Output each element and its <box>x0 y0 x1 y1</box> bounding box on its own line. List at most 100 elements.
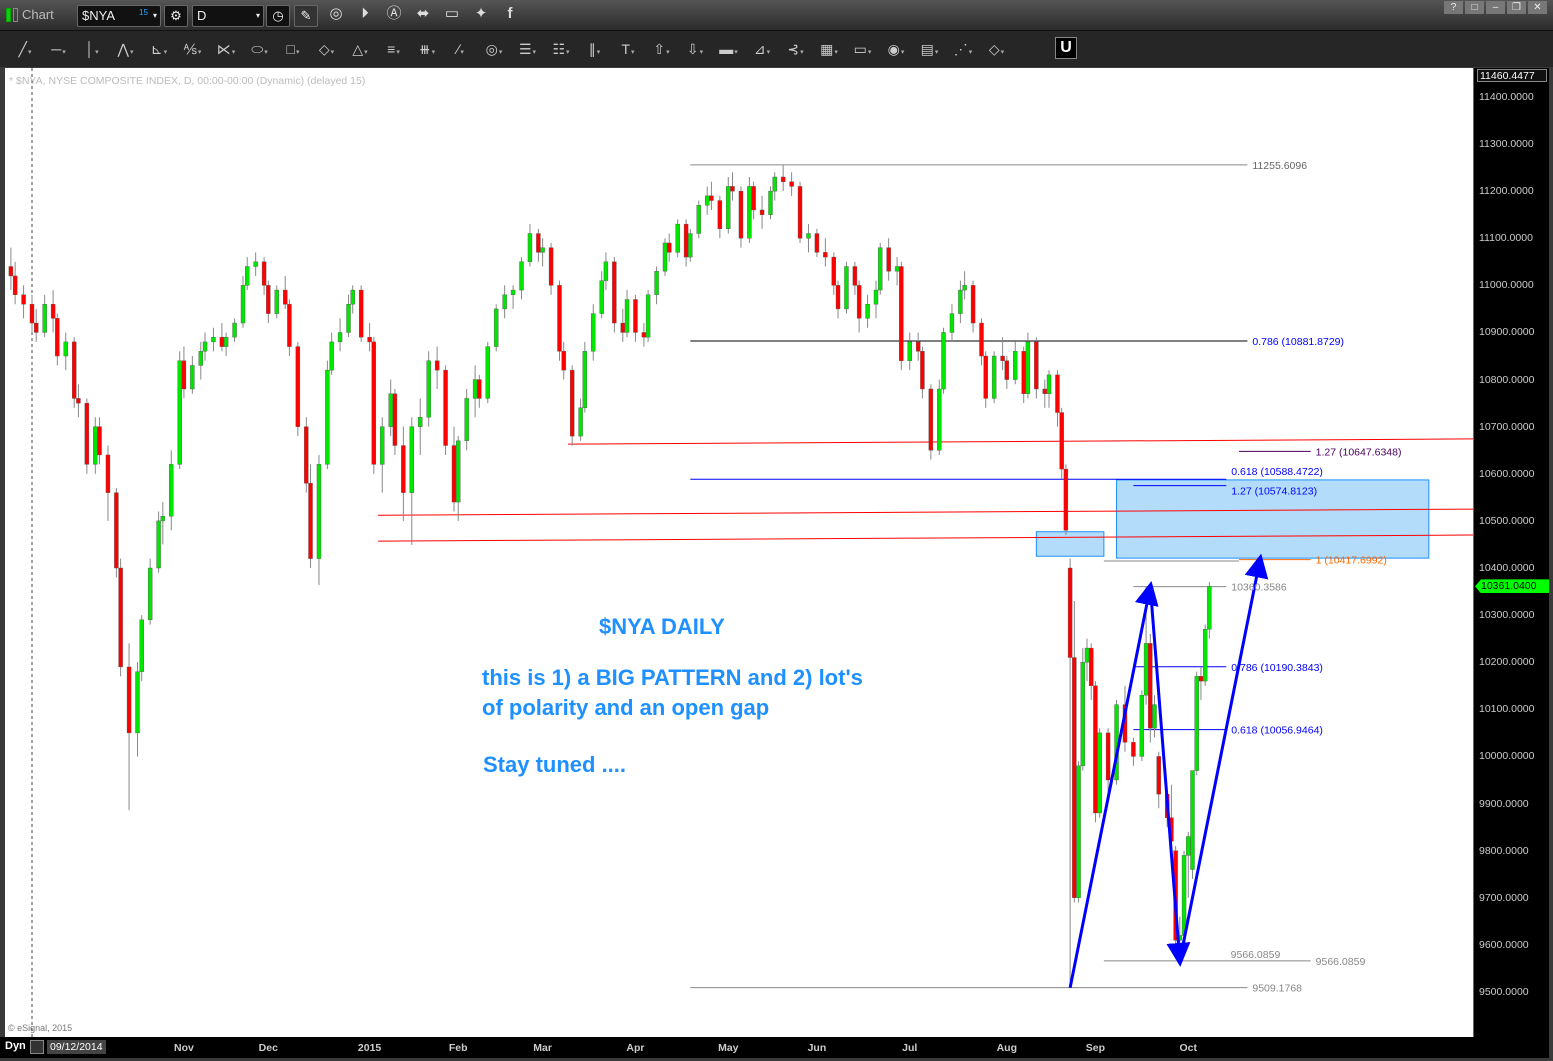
interval-select[interactable]: D ▾ <box>192 5 264 27</box>
chart-header: * $NYA, NYSE COMPOSITE INDEX, D, 00:00-0… <box>9 75 366 87</box>
delay-badge: 15 <box>139 8 148 17</box>
drawing-tool-icon[interactable]: ╱ <box>10 38 40 64</box>
price-chart[interactable]: 11255.6096 0.786 (10881.8729) 0.618 (10588… <box>5 68 1473 1037</box>
candle <box>367 323 372 352</box>
candle-body <box>274 289 279 314</box>
link-icon[interactable]: ◎ <box>329 5 343 22</box>
drawing-tool-icon[interactable]: ─ <box>44 38 74 64</box>
candle-body <box>1093 685 1098 814</box>
drawing-tool-icon[interactable]: ⇧ <box>647 38 677 64</box>
candle-body <box>283 289 288 305</box>
drawing-tool-icon[interactable]: ⬭ <box>245 38 275 64</box>
drawing-tool-icon[interactable]: ⧻ <box>412 38 442 64</box>
x-tick-label: Apr <box>626 1042 645 1054</box>
candle <box>274 285 279 319</box>
drawing-tool-icon[interactable]: ☷ <box>546 38 576 64</box>
candle <box>55 313 60 366</box>
candle <box>920 346 925 399</box>
clock-icon[interactable]: ◷ <box>266 5 290 27</box>
price-axis[interactable]: 11460.4477 10361.0400 9500.0000 9600.0000… <box>1473 68 1549 1058</box>
drawing-tool-icon[interactable]: ∥ <box>580 38 610 64</box>
dynamic-mode-label[interactable]: Dyn <box>5 1040 26 1052</box>
candle-body <box>139 619 144 672</box>
drawing-tool-icon[interactable]: ◇ <box>982 38 1012 64</box>
drawing-tool-icon[interactable]: ⋉ <box>211 38 241 64</box>
time-axis[interactable]: Dyn 09/12/2014 Nov Dec 2015 Feb Mar Apr May Jun… <box>0 1037 1549 1058</box>
candle <box>147 558 153 625</box>
lock-icon[interactable] <box>30 1040 44 1054</box>
candle-body <box>477 379 482 399</box>
close-button[interactable]: ✕ <box>1528 1 1547 14</box>
chart-area[interactable]: 11255.6096 0.786 (10881.8729) 0.618 (10588… <box>5 68 1473 1037</box>
candle-body <box>304 426 309 484</box>
chevron-down-icon: ▾ <box>255 11 260 20</box>
drawing-tool-icon[interactable]: ⅍ <box>178 38 208 64</box>
drawing-tool-icon[interactable]: ⇩ <box>680 38 710 64</box>
arrows-icon[interactable]: ⬌ <box>416 5 430 22</box>
candle-body <box>472 379 478 399</box>
play-icon[interactable]: ⏵ <box>361 5 369 22</box>
drawing-tool-icon[interactable]: │ <box>77 38 107 64</box>
drawing-tool-icon[interactable]: ⊰ <box>781 38 811 64</box>
pencil-icon[interactable]: ✎ <box>294 5 318 27</box>
maximize-button[interactable]: ❐ <box>1507 1 1526 14</box>
candle <box>751 181 756 220</box>
level-label: 9566.0859 <box>1231 949 1281 961</box>
drawing-tool-icon[interactable]: ◎ <box>479 38 509 64</box>
drawing-tool-icon[interactable]: ⋀ <box>111 38 141 64</box>
candle <box>418 398 423 455</box>
facebook-icon[interactable]: f <box>507 5 513 22</box>
candle-body <box>1143 643 1149 696</box>
drawing-tool-icon[interactable]: ◉ <box>881 38 911 64</box>
y-tick-label: 9600.0000 <box>1479 938 1529 951</box>
candle <box>219 323 225 352</box>
drawing-tool-icon[interactable]: ▤ <box>915 38 945 64</box>
twitter-icon[interactable]: ✦ <box>474 5 488 22</box>
candle <box>612 257 617 333</box>
help-button[interactable]: ? <box>1444 1 1463 14</box>
candle <box>1186 831 1191 898</box>
candle <box>253 252 258 276</box>
candle <box>970 280 976 333</box>
drawing-tool-icon[interactable]: ▦ <box>814 38 844 64</box>
drawing-tool-icon[interactable]: □ <box>278 38 308 64</box>
candle <box>1055 370 1060 427</box>
drawing-tool-icon[interactable]: ≡ <box>379 38 409 64</box>
drawing-tool-icon[interactable]: △ <box>345 38 375 64</box>
restore-button[interactable]: □ <box>1465 1 1484 14</box>
candle-body <box>21 294 26 305</box>
symbol-input[interactable]: $NYA 15 ▾ <box>77 5 161 27</box>
drawing-tool-icon[interactable]: ▬ <box>714 38 744 64</box>
candle-body <box>50 303 56 319</box>
candle <box>392 388 398 455</box>
candle <box>705 186 710 215</box>
drawing-tool-icon[interactable]: ▭ <box>848 38 878 64</box>
candle <box>177 351 182 470</box>
drawing-tool-icon[interactable]: ⊿ <box>747 38 777 64</box>
candle-body <box>578 407 583 437</box>
candle-body <box>105 454 111 493</box>
candle-body <box>641 332 647 338</box>
drawing-tool-icon[interactable]: ∕ <box>446 38 476 64</box>
drawing-tool-icon[interactable]: ☰ <box>513 38 543 64</box>
candle-body <box>949 313 955 333</box>
candle <box>1072 600 1077 903</box>
candle-body <box>198 351 204 366</box>
candle <box>464 388 469 451</box>
drawing-tool-icon[interactable]: ⋰ <box>948 38 978 64</box>
drawing-tool-icon[interactable]: ⊾ <box>144 38 174 64</box>
candle <box>160 502 166 545</box>
candle <box>878 242 883 295</box>
gear-icon[interactable]: ⚙ <box>164 5 188 27</box>
candle-body <box>852 266 858 286</box>
drawing-tool-icon[interactable]: ◇ <box>312 38 342 64</box>
candle-body <box>261 261 267 286</box>
minimize-button[interactable]: – <box>1486 1 1505 14</box>
window-title: Chart <box>22 7 54 22</box>
y-tick-label: 10200.0000 <box>1479 656 1535 669</box>
candle <box>578 398 583 441</box>
comment-icon[interactable]: ▭ <box>444 5 460 22</box>
magnet-icon[interactable]: U <box>1055 37 1077 59</box>
drawing-tool-icon[interactable]: T <box>613 38 643 64</box>
a-icon[interactable]: Ⓐ <box>386 5 402 22</box>
